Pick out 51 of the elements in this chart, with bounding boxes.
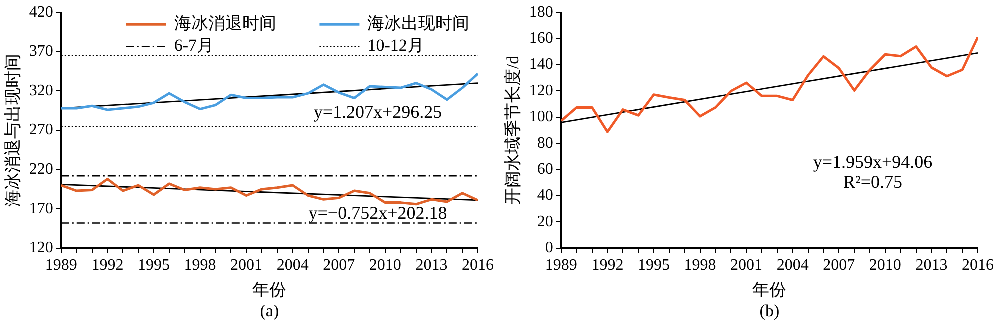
y-axis-title: 海冰消退与出现时间: [4, 54, 23, 207]
y-tick-label: 60: [537, 161, 554, 178]
y-tick-label: 180: [529, 4, 554, 21]
x-tick-label: 2010: [369, 257, 402, 274]
x-tick-label: 2004: [276, 257, 309, 274]
y-tick-label: 0: [545, 240, 554, 257]
y-tick-label: 100: [529, 108, 554, 126]
x-tick-label: 1998: [684, 257, 716, 274]
ref-line-label: 10-12月: [368, 36, 424, 56]
y-tick-label: 40: [537, 187, 554, 204]
x-tick-label: 2013: [416, 257, 448, 274]
x-tick-label: 2010: [869, 257, 902, 274]
y-tick-label: 80: [537, 134, 554, 152]
x-tick-label: 1995: [138, 257, 170, 274]
y-tick-label: 20: [537, 213, 554, 230]
annotation: y=1.959x+94.06: [813, 152, 933, 172]
x-tick-label: 1995: [638, 257, 670, 274]
x-tick-label: 2004: [776, 257, 809, 274]
annotation: R²=0.75: [843, 172, 903, 192]
y-tick-label: 120: [29, 240, 54, 257]
y-tick-label: 160: [529, 30, 554, 48]
y-tick-label: 270: [29, 122, 54, 139]
annotation: y=−0.752x+202.18: [308, 203, 448, 224]
x-tick-label: 2013: [916, 257, 948, 274]
y-tick-label: 320: [29, 82, 54, 100]
x-tick-label: 2001: [230, 257, 263, 274]
y-tick-label: 220: [29, 161, 54, 178]
annotation: y=1.207x+296.25: [314, 102, 442, 122]
y-tick-label: 120: [529, 82, 554, 100]
x-tick-label: 2007: [323, 257, 356, 274]
x-tick-label: 2001: [730, 257, 763, 274]
x-tick-label: 1998: [184, 257, 216, 274]
y-tick-label: 370: [29, 43, 54, 60]
x-tick-label: 1992: [92, 257, 124, 274]
y-tick-label: 420: [29, 4, 54, 21]
legend-label: 海冰消退时间: [174, 14, 276, 34]
x-tick-label: 1989: [45, 257, 78, 274]
x-tick-label: 2016: [462, 257, 494, 274]
x-axis-title: 年份: [752, 280, 787, 300]
x-tick-label: 2007: [823, 257, 856, 274]
text: (b): [760, 301, 780, 320]
x-tick-label: 2016: [962, 257, 994, 274]
text: (a): [260, 301, 280, 320]
x-tick-label: 1989: [545, 257, 578, 274]
y-axis-title: 开阔水域季节长度/d: [504, 55, 523, 206]
legend-label: 海冰出现时间: [368, 14, 470, 34]
legend-label: 6-7月: [174, 36, 214, 56]
x-tick-label: 1992: [592, 257, 624, 274]
y-tick-label: 170: [29, 200, 54, 218]
y-tick-label: 140: [529, 56, 554, 74]
x-axis-title: 年份: [252, 280, 287, 300]
